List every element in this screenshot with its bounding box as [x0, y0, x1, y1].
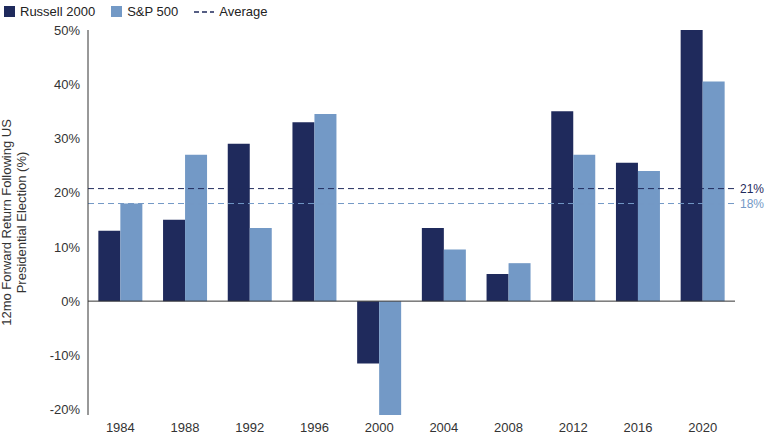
svg-text:30%: 30% — [54, 131, 80, 146]
html-text:Russell 2000: Russell 2000 — [20, 4, 96, 19]
html-text:Average: Average — [219, 4, 268, 19]
svg-text:1988: 1988 — [171, 420, 200, 435]
svg-text:40%: 40% — [54, 77, 80, 92]
html-text:S&P 500: S&P 500 — [127, 4, 179, 19]
svg-text:2020: 2020 — [688, 420, 717, 435]
svg-text:18%: 18% — [740, 197, 764, 211]
svg-text:2000: 2000 — [365, 420, 394, 435]
svg-text:1984: 1984 — [106, 420, 135, 435]
svg-text:2016: 2016 — [623, 420, 652, 435]
svg-text:20%: 20% — [54, 185, 80, 200]
svg-text:21%: 21% — [740, 182, 764, 196]
svg-text:2008: 2008 — [494, 420, 523, 435]
svg-text:10%: 10% — [54, 240, 80, 255]
svg-text:-20%: -20% — [50, 402, 81, 417]
svg-text:12mo Forward Return Following: 12mo Forward Return Following USPresiden… — [8, 119, 29, 326]
svg-text:2004: 2004 — [429, 420, 458, 435]
svg-text:0%: 0% — [61, 294, 80, 309]
svg-text:1996: 1996 — [300, 420, 329, 435]
svg-text:-10%: -10% — [50, 348, 81, 363]
svg-text:50%: 50% — [54, 23, 80, 38]
svg-text:1992: 1992 — [235, 420, 264, 435]
svg-text:2012: 2012 — [559, 420, 588, 435]
